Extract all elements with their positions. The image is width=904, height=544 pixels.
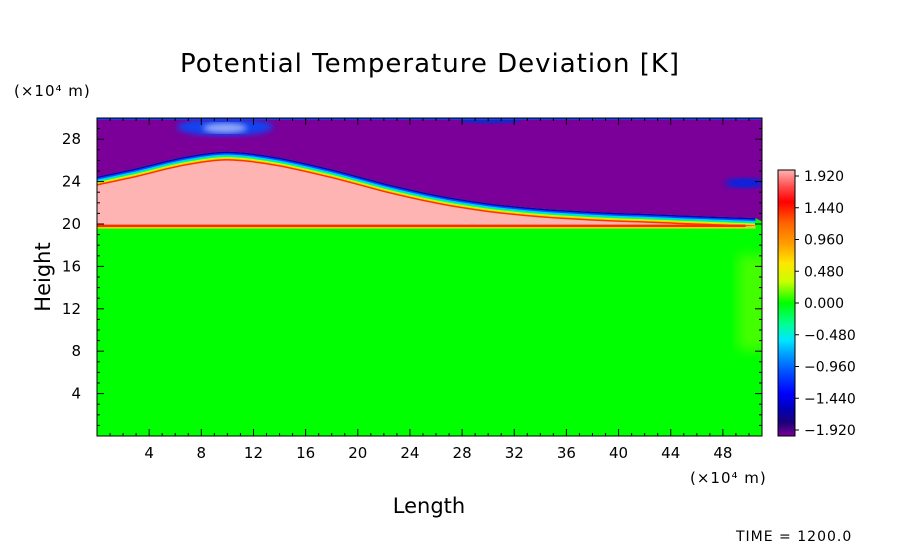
time-label: TIME = 1200.0 (735, 529, 852, 544)
colorbar-label: 0.480 (804, 264, 844, 280)
x-tick-label: 12 (244, 444, 263, 462)
x-axis-label: Length (393, 494, 465, 518)
colorbar-label: 1.440 (804, 201, 844, 217)
cold-crossing-core (203, 123, 247, 133)
right-edge-green-patch (738, 255, 762, 350)
time-label-word: TIME (735, 529, 774, 544)
y-tick-label: 20 (62, 215, 81, 233)
y-tick-label: 8 (71, 342, 81, 360)
x-tick-label: 24 (400, 444, 419, 462)
colorbar-label: 0.960 (804, 233, 844, 249)
right-cold-pocket (725, 178, 762, 188)
layer-base-line (97, 224, 746, 228)
x-tick-label: 32 (505, 444, 524, 462)
colorbar-label: −0.480 (804, 328, 856, 344)
layer-base-yellow (97, 227, 756, 229)
x-tick-label: 4 (144, 444, 154, 462)
colorbar: 1.920 1.440 0.960 0.480 0.000 −0.480 −0.960 −1.… (777, 169, 856, 439)
y-axis: 4 8 12 16 20 24 28 (62, 128, 762, 426)
upper-cold-region (97, 118, 762, 222)
y-tick-label: 4 (71, 385, 81, 403)
colorbar-label: 0.000 (804, 296, 844, 312)
y-axis-unit: (×10⁴ m) (14, 82, 91, 100)
chart-title: Potential Temperature Deviation [K] (180, 49, 680, 79)
x-tick-label: 40 (609, 444, 628, 462)
top-blue-edge (97, 118, 762, 120)
x-tick-label: 48 (713, 444, 732, 462)
colorbar-label: 1.920 (804, 169, 844, 185)
warm-layer-bands (97, 151, 756, 229)
y-tick-label: 28 (62, 130, 81, 148)
x-tick-label: 20 (348, 444, 367, 462)
x-axis-unit: (×10⁴ m) (690, 469, 767, 487)
x-tick-label: 28 (453, 444, 472, 462)
time-value: 1200.0 (797, 529, 852, 544)
y-tick-label: 24 (62, 173, 81, 191)
colorbar-label: −0.960 (804, 360, 856, 376)
y-tick-label: 16 (62, 257, 81, 275)
x-tick-label: 8 (197, 444, 207, 462)
x-tick-label: 36 (557, 444, 576, 462)
colorbar-gradient (777, 169, 796, 437)
colorbar-label: −1.920 (804, 423, 856, 439)
y-tick-label: 12 (62, 300, 81, 318)
plot-area (97, 118, 762, 436)
layer-band-7 (97, 160, 756, 228)
colorbar-label: −1.440 (804, 391, 856, 407)
x-axis: 4 8 12 16 20 24 28 32 36 40 44 48 (109, 118, 750, 462)
x-tick-label: 44 (661, 444, 680, 462)
x-tick-label: 16 (296, 444, 315, 462)
time-equals: = (774, 529, 798, 544)
y-axis-label: Height (31, 242, 55, 311)
